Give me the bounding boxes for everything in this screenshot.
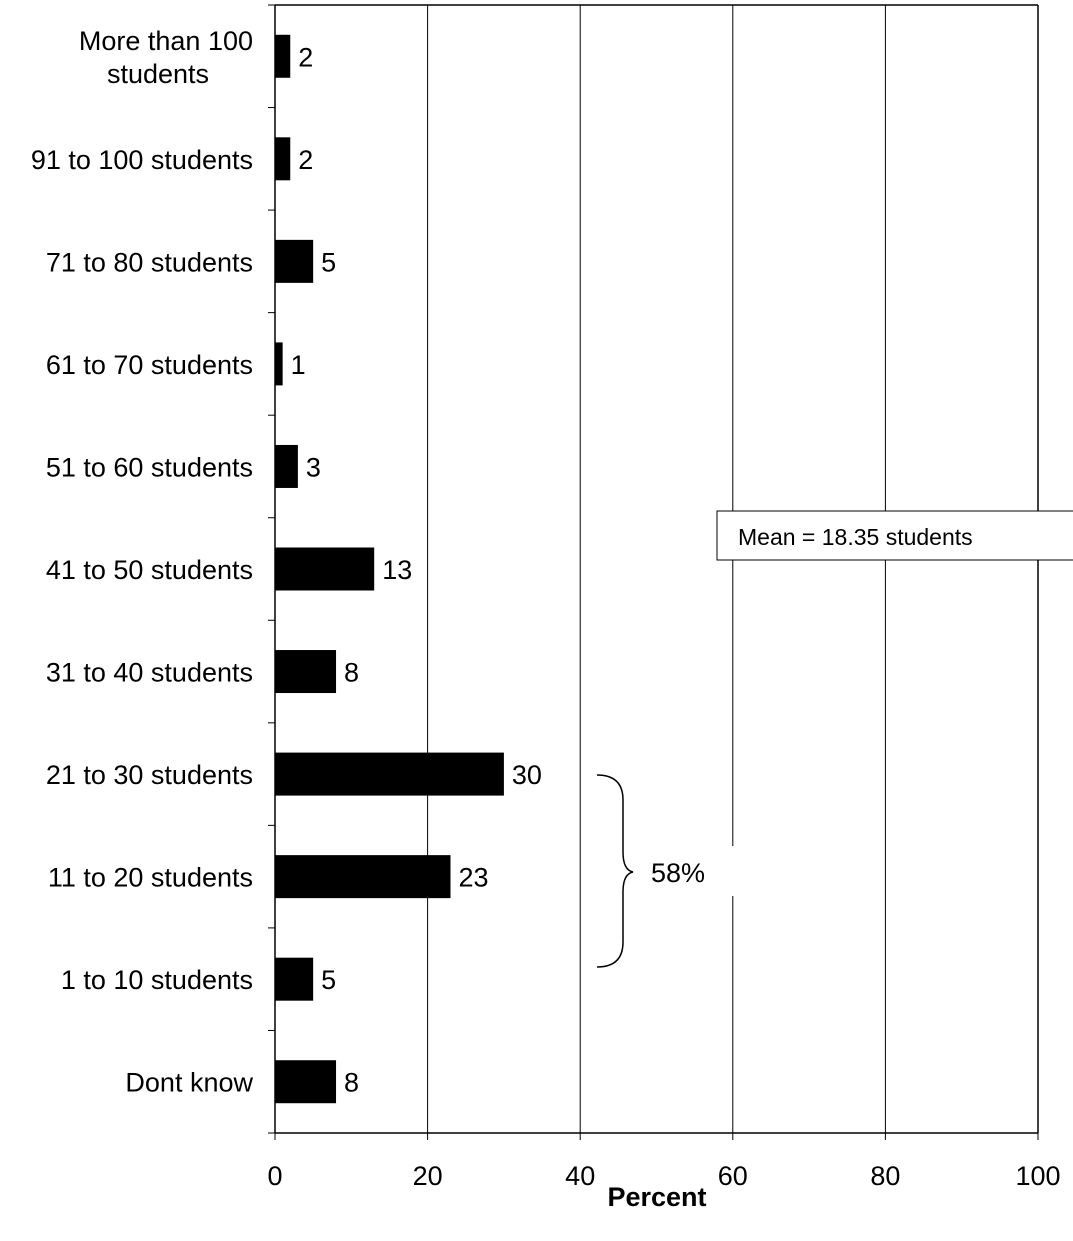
category-label: 71 to 80 students [46,247,253,277]
bracket-shape [596,774,634,968]
x-tick-label: 40 [565,1161,595,1191]
category-labels: More than 100 students 91 to 100 students 7… [31,26,254,1098]
axes [268,4,1039,1140]
bar [275,34,291,78]
data-label: 30 [512,760,542,790]
bar [275,855,451,899]
category-label: 91 to 100 students [31,145,253,175]
x-tick-label: 60 [718,1161,748,1191]
bar [275,342,283,386]
bar [275,957,314,1001]
data-label: 5 [321,965,336,995]
x-tick-label: 80 [870,1161,900,1191]
bar [275,444,298,488]
x-tick-labels: 0 20 40 60 80 100 [267,1161,1060,1191]
category-label: 1 to 10 students [61,965,253,995]
mean-note-text: Mean = 18.35 students [738,524,973,550]
category-label: 21 to 30 students [46,760,253,790]
annotations: Mean = 18.35 students 58% [596,510,1073,968]
category-label: Dont know [125,1068,253,1098]
category-label: 31 to 40 students [46,658,253,688]
data-label: 2 [298,42,313,72]
bracket-label: 58% [651,858,705,888]
data-label: 8 [344,658,359,688]
grid-lines [427,5,1039,1133]
x-tick-label: 20 [413,1161,443,1191]
category-label: 11 to 20 students [48,863,253,893]
category-label: More than 100 students [79,26,253,89]
data-label: 2 [298,145,313,175]
bar [275,1060,337,1104]
category-label: 61 to 70 students [46,350,253,380]
bar [275,752,504,796]
category-label: 51 to 60 students [46,452,253,482]
x-tick-label: 100 [1015,1161,1060,1191]
category-label: 41 to 50 students [46,555,253,585]
data-label: 3 [306,452,321,482]
bars [275,34,504,1104]
x-axis-title: Percent [607,1182,706,1212]
bar [275,239,314,283]
bar [275,547,375,591]
bar [275,137,291,181]
data-label: 23 [458,863,488,893]
data-label: 5 [321,247,336,277]
x-tick-label: 0 [267,1161,282,1191]
data-label: 13 [382,555,412,585]
bar [275,650,337,694]
data-label: 8 [344,1068,359,1098]
data-label: 1 [291,350,306,380]
mean-note-box [716,510,1073,561]
bracket-label-bg [640,846,735,896]
